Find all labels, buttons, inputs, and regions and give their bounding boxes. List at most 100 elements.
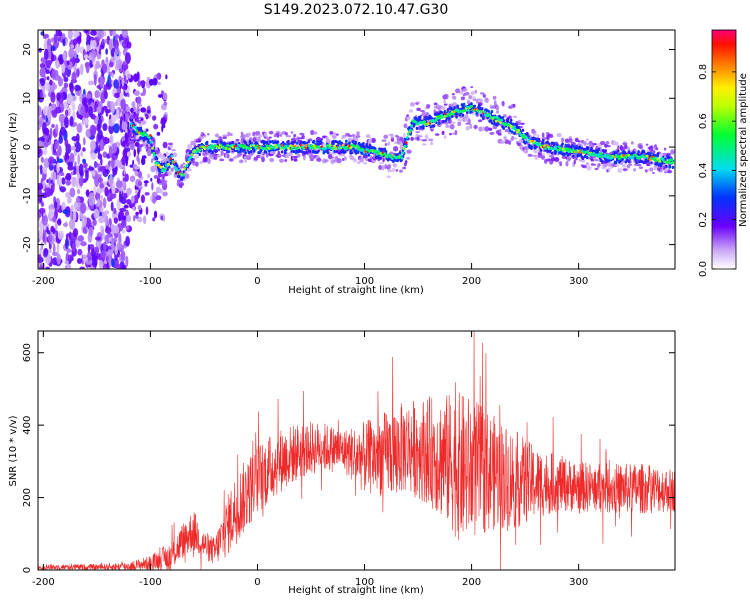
heatmap-cell (616, 149, 620, 153)
heatmap-cell (327, 146, 331, 149)
heatmap-cell (452, 132, 455, 135)
heatmap-cell (91, 39, 97, 50)
heatmap-cell (565, 161, 569, 167)
heatmap-cell (361, 151, 364, 156)
heatmap-cell (69, 152, 75, 164)
heatmap-cell (495, 105, 500, 111)
heatmap-cell (169, 157, 173, 161)
heatmap-cell (65, 175, 70, 180)
heatmap-cell (633, 151, 636, 155)
heatmap-cell (592, 142, 597, 146)
heatmap-cell (145, 206, 149, 215)
heatmap-cell (324, 146, 328, 150)
heatmap-cell (137, 146, 140, 155)
heatmap-cell (421, 111, 427, 117)
heatmap-cell (244, 141, 247, 145)
heatmap-cell (566, 153, 570, 157)
heatmap-cell (290, 131, 294, 134)
colorbar-tick-label: 0.2 (698, 212, 709, 228)
y-tick-label: 20 (22, 43, 33, 56)
heatmap-cell (80, 150, 83, 157)
heatmap-cell (99, 207, 104, 212)
heatmap-cell (525, 136, 529, 140)
heatmap-cell (426, 104, 431, 109)
heatmap-cell (219, 158, 225, 162)
heatmap-cell (190, 157, 194, 162)
heatmap-cell (588, 143, 595, 149)
heatmap-cell (243, 156, 248, 159)
heatmap-cell (111, 143, 118, 154)
heatmap-cell (236, 150, 240, 154)
heatmap-cell (102, 263, 107, 269)
heatmap-cell (133, 148, 137, 158)
heatmap-cell (272, 141, 275, 145)
heatmap-cell (305, 150, 309, 155)
heatmap-cell (115, 58, 123, 69)
heatmap-cell (185, 173, 190, 179)
heatmap-cell (418, 115, 422, 119)
heatmap-cell (401, 151, 405, 155)
heatmap-cell (125, 255, 129, 267)
heatmap-cell (646, 164, 651, 167)
heatmap-cell (451, 114, 454, 118)
heatmap-cell (404, 141, 408, 145)
heatmap-cell (188, 161, 192, 165)
heatmap-cell (655, 147, 659, 151)
heatmap-cell (128, 140, 134, 145)
heatmap-cell (521, 128, 525, 132)
x-tick-label: 100 (355, 577, 374, 588)
heatmap-cell (332, 139, 335, 143)
heatmap-cell (124, 52, 131, 64)
heatmap-cell (290, 147, 294, 151)
heatmap-cell (113, 123, 120, 134)
heatmap-cell (377, 156, 380, 160)
heatmap-cell (484, 126, 490, 132)
heatmap-cell (296, 153, 301, 158)
heatmap-cell (51, 123, 55, 128)
y-tick-label: 600 (22, 343, 33, 362)
heatmap-cell (70, 146, 77, 151)
heatmap-cell (163, 101, 168, 106)
heatmap-cell (110, 101, 116, 114)
heatmap-cell (405, 136, 409, 139)
heatmap-cell (137, 205, 142, 211)
heatmap-cell (523, 149, 528, 154)
heatmap-cell (85, 169, 89, 182)
heatmap-cell (451, 93, 455, 96)
heatmap-cell (668, 158, 672, 162)
heatmap-cell (560, 137, 564, 143)
heatmap-cell (133, 165, 140, 170)
heatmap-cell (511, 135, 515, 141)
heatmap-cell (585, 162, 590, 166)
heatmap-cell (136, 71, 140, 80)
heatmap-cell (58, 56, 64, 65)
heatmap-cell (667, 155, 670, 160)
heatmap-cell (172, 152, 178, 158)
heatmap-cell (81, 215, 87, 227)
heatmap-cell (56, 243, 60, 255)
heatmap-cell (555, 153, 560, 156)
heatmap-cell (492, 122, 496, 126)
heatmap-cell (444, 119, 448, 123)
heatmap-cell (51, 182, 55, 187)
heatmap-cell (76, 36, 82, 44)
heatmap-cell (606, 145, 611, 148)
heatmap-cell (512, 115, 518, 118)
y-tick-label: 200 (22, 488, 33, 507)
colorbar-tick-label: 0.6 (698, 113, 709, 129)
heatmap-cell (457, 121, 460, 124)
heatmap-cell (152, 115, 157, 121)
heatmap-cell (282, 142, 286, 146)
heatmap-cell (262, 152, 266, 156)
heatmap-cell (242, 146, 245, 150)
heatmap-cell (50, 91, 56, 103)
heatmap-cell (190, 160, 196, 164)
heatmap-cell (87, 243, 91, 254)
heatmap-cell (187, 158, 191, 162)
heatmap-cell (137, 181, 142, 187)
heatmap-cell (308, 149, 312, 153)
heatmap-cell (163, 180, 168, 183)
heatmap-cell (140, 129, 144, 133)
